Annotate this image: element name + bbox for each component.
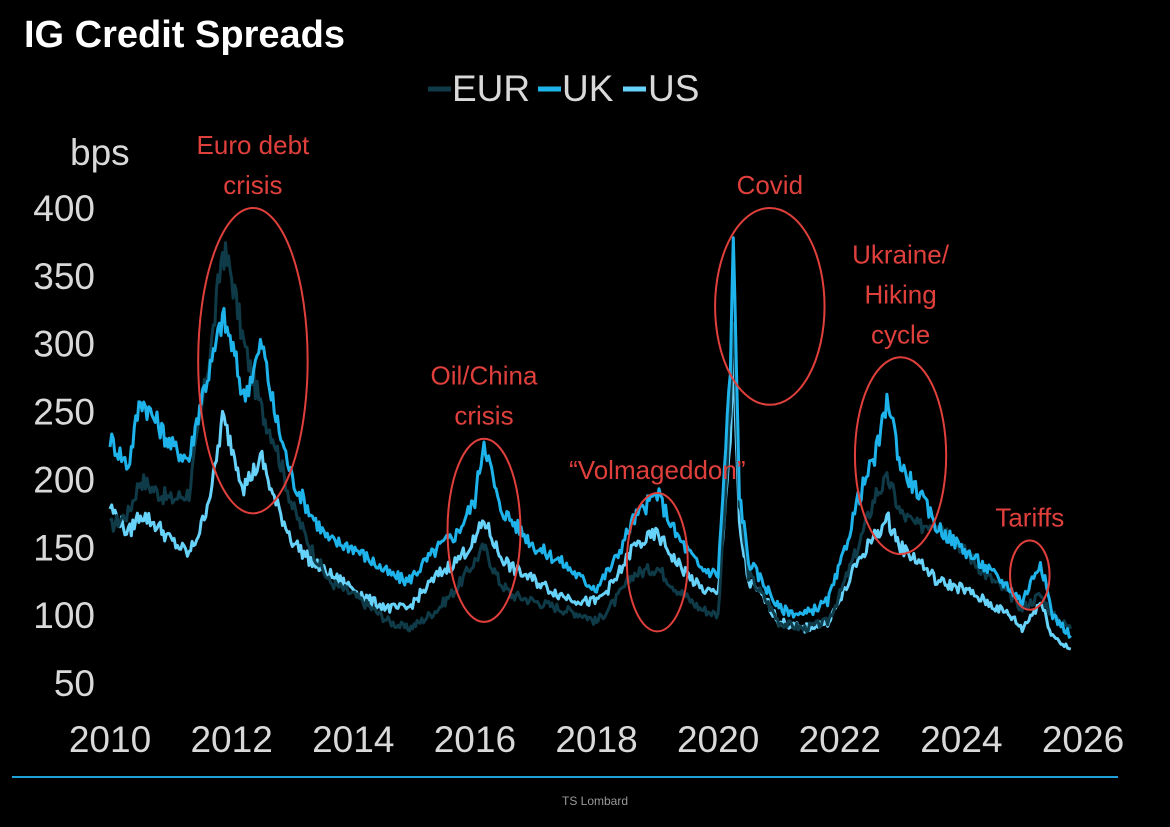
annotation-ellipse: [446, 437, 522, 623]
legend-label-eur: EUR: [452, 68, 530, 109]
x-axis-ticks: 2010 2012 2014 2016 2018 2020 2022 2024 2026: [69, 719, 1124, 760]
annotation-layer: Euro debt crisis Oil/China crisis “Volmagedd…: [197, 130, 1064, 633]
series-line-eur: [108, 241, 1073, 634]
y-tick-label: 200: [33, 459, 95, 500]
x-tick-label: 2024: [920, 719, 1002, 760]
x-tick-label: 2014: [312, 719, 394, 760]
y-tick-label: 300: [33, 324, 95, 365]
y-axis-ticks: 400 350 300 250 200 150 100 50: [33, 188, 95, 704]
x-tick-label: 2016: [434, 719, 516, 760]
x-tick-label: 2022: [799, 719, 881, 760]
y-tick-label: 400: [33, 188, 95, 229]
chart-title: IG Credit Spreads: [24, 14, 345, 56]
y-tick-label: 100: [33, 595, 95, 636]
series-line-uk: [108, 236, 1072, 639]
annotation-label: Oil/China: [431, 361, 538, 391]
legend-label-uk: UK: [562, 68, 614, 109]
series-layer: [108, 236, 1073, 651]
annotation-label: crisis: [223, 170, 282, 200]
annotation-label: Euro debt: [197, 130, 311, 160]
y-axis-unit-label: bps: [70, 132, 130, 173]
annotation-label: Covid: [737, 170, 803, 200]
annotation-ellipse: [625, 492, 689, 633]
plot-area: Euro debt crisis Oil/China crisis “Volmagedd…: [108, 130, 1073, 651]
y-tick-label: 250: [33, 392, 95, 433]
annotation-label: Hiking: [864, 279, 936, 309]
x-tick-label: 2010: [69, 719, 151, 760]
annotation-label: cycle: [871, 319, 930, 349]
x-tick-label: 2020: [677, 719, 759, 760]
annotation-ellipse: [197, 206, 309, 515]
annotation-label: Tariffs: [995, 503, 1064, 533]
annotation-label: Ukraine/: [852, 239, 950, 269]
annotation-ellipse: [1009, 539, 1051, 611]
y-tick-label: 150: [33, 527, 95, 568]
annotation-ellipse: [714, 207, 826, 406]
series-line-us: [108, 350, 1072, 651]
legend-label-us: US: [648, 68, 699, 109]
x-tick-label: 2026: [1042, 719, 1124, 760]
x-tick-label: 2012: [190, 719, 272, 760]
annotation-ellipse: [853, 356, 948, 556]
y-tick-label: 350: [33, 256, 95, 297]
x-tick-label: 2018: [555, 719, 637, 760]
annotation-label: crisis: [454, 401, 513, 431]
legend: EUR UK US: [428, 68, 699, 109]
annotation-label: “Volmageddon”: [569, 455, 745, 485]
y-tick-label: 50: [54, 663, 95, 704]
source-label: TS Lombard: [562, 794, 628, 808]
